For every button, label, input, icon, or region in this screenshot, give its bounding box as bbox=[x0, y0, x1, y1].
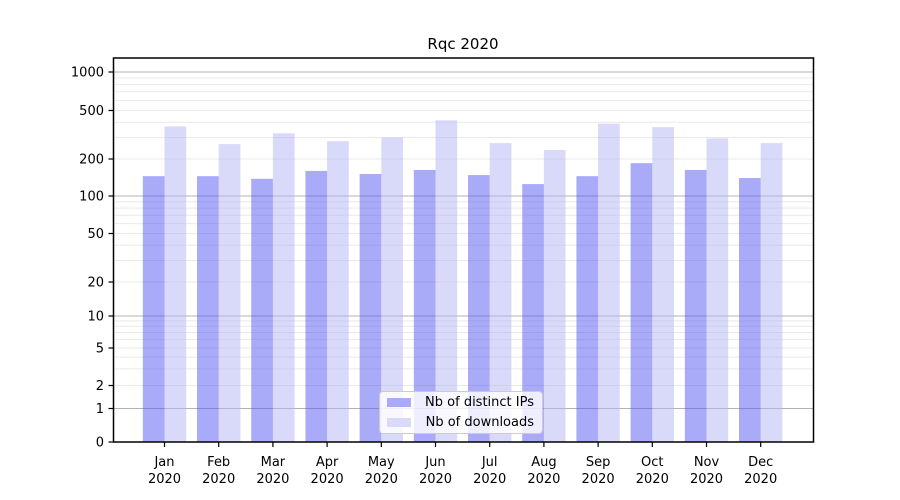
x-tick-label-year: 2020 bbox=[202, 472, 235, 487]
y-tick-label: 100 bbox=[79, 190, 104, 205]
bar-distinct-ips-jan bbox=[142, 176, 165, 442]
bar-downloads-sep bbox=[598, 123, 620, 443]
x-tick-label-month: Oct bbox=[641, 455, 663, 470]
bar-downloads-may bbox=[381, 137, 403, 443]
x-tick-label-year: 2020 bbox=[744, 472, 777, 487]
x-tick-label-month: Mar bbox=[261, 455, 286, 470]
x-tick-label-year: 2020 bbox=[690, 472, 723, 487]
legend-item-distinct-ips: Nb of distinct IPs bbox=[387, 395, 534, 410]
x-tick-label-month: Feb bbox=[207, 455, 230, 470]
x-tick-label-year: 2020 bbox=[473, 472, 506, 487]
legend-swatch-distinct-ips bbox=[387, 398, 411, 407]
legend-item-downloads: Nb of downloads bbox=[387, 415, 534, 430]
legend: Nb of distinct IPs Nb of downloads bbox=[379, 391, 543, 434]
x-tick-label-year: 2020 bbox=[148, 472, 181, 487]
bar-distinct-ips-mar bbox=[251, 178, 273, 442]
legend-swatch-downloads bbox=[387, 418, 411, 427]
bar-distinct-ips-jun bbox=[413, 169, 436, 442]
x-tick-label-year: 2020 bbox=[256, 472, 289, 487]
y-tick-label: 200 bbox=[79, 153, 104, 168]
x-tick-label-month: Nov bbox=[694, 455, 720, 470]
bar-downloads-jan bbox=[164, 126, 187, 442]
bar-downloads-apr bbox=[327, 141, 349, 443]
chart-title: Rqc 2020 bbox=[427, 35, 499, 53]
x-tick-label-month: May bbox=[368, 455, 395, 470]
bar-distinct-ips-dec bbox=[739, 178, 761, 443]
bar-downloads-feb bbox=[218, 144, 241, 442]
y-tick-label: 500 bbox=[79, 104, 104, 119]
x-tick-label-month: Dec bbox=[748, 455, 773, 470]
legend-label-downloads: Nb of downloads bbox=[425, 415, 534, 430]
x-tick-label-year: 2020 bbox=[365, 472, 398, 487]
bar-distinct-ips-oct bbox=[630, 163, 653, 442]
x-tick-label-month: Sep bbox=[586, 455, 611, 470]
bar-distinct-ips-may bbox=[359, 174, 382, 442]
bar-distinct-ips-feb bbox=[197, 176, 219, 442]
legend-label-distinct-ips: Nb of distinct IPs bbox=[425, 395, 534, 410]
bar-downloads-dec bbox=[760, 143, 783, 442]
bar-distinct-ips-sep bbox=[576, 176, 599, 442]
x-tick-label-month: Apr bbox=[316, 455, 339, 470]
bar-downloads-nov bbox=[706, 138, 729, 442]
y-tick-label: 50 bbox=[87, 227, 104, 242]
x-tick-label-year: 2020 bbox=[311, 472, 344, 487]
bar-downloads-aug bbox=[543, 150, 566, 442]
x-tick-label-month: Jun bbox=[424, 455, 445, 470]
y-tick-label: 10 bbox=[87, 310, 104, 325]
bar-downloads-jul bbox=[489, 143, 512, 442]
x-tick-label-year: 2020 bbox=[527, 472, 560, 487]
y-tick-label: 0 bbox=[96, 436, 104, 451]
y-tick-label: 5 bbox=[96, 342, 104, 357]
bar-downloads-mar bbox=[272, 133, 295, 442]
x-tick-label-month: Aug bbox=[531, 455, 556, 470]
x-tick-label-month: Jul bbox=[481, 455, 498, 470]
x-tick-label-month: Jan bbox=[153, 455, 174, 470]
y-tick-label: 2 bbox=[96, 379, 104, 394]
bar-distinct-ips-jul bbox=[468, 175, 490, 442]
x-tick-label-year: 2020 bbox=[636, 472, 669, 487]
bar-downloads-oct bbox=[652, 127, 674, 442]
plot-border bbox=[112, 57, 815, 443]
bar-distinct-ips-nov bbox=[684, 169, 707, 442]
bar-distinct-ips-apr bbox=[305, 170, 328, 442]
bar-distinct-ips-aug bbox=[522, 184, 544, 442]
x-tick-label-year: 2020 bbox=[419, 472, 452, 487]
bar-downloads-jun bbox=[435, 120, 458, 442]
y-tick-label: 1000 bbox=[71, 66, 104, 81]
y-tick-label: 20 bbox=[87, 276, 104, 291]
y-tick-label: 1 bbox=[96, 402, 104, 417]
x-tick-label-year: 2020 bbox=[582, 472, 615, 487]
